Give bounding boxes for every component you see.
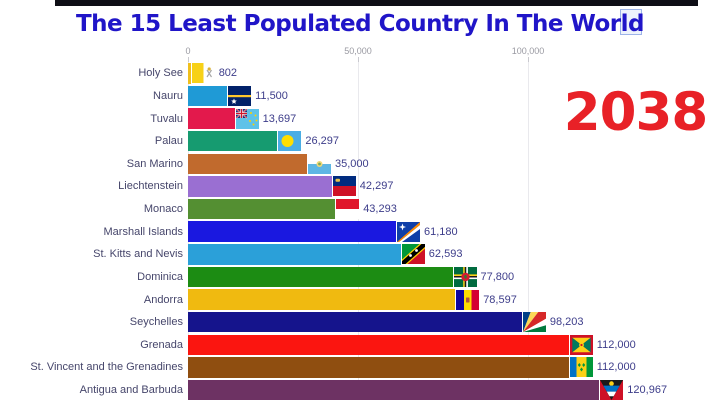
value-label: 98,203 (549, 316, 584, 329)
country-row-liechtenstein: Liechtenstein 42,297 (0, 175, 720, 198)
country-label: Andorra (143, 293, 183, 306)
country-row-marshall-islands: Marshall Islands 61,180 (0, 220, 720, 243)
value-label: 62,593 (428, 248, 463, 261)
bar (188, 130, 278, 152)
bar (188, 334, 569, 355)
value-label: 61,180 (424, 225, 458, 238)
country-label: Nauru (153, 89, 183, 102)
bar (188, 198, 336, 220)
value-label: 13,697 (262, 112, 297, 125)
country-label: Palau (154, 135, 183, 148)
flag-tuvalu-icon (235, 108, 259, 129)
country-label: St. Vincent and the Grenadines (30, 361, 183, 374)
value-label: 43,293 (363, 203, 397, 216)
flag-liechtenstein-icon (332, 176, 356, 197)
bar (188, 108, 235, 129)
bar (188, 289, 456, 310)
x-axis-tick-label-100000: 100,000 (511, 46, 545, 56)
country-row-nauru: Nauru 11,500 (0, 85, 720, 108)
flag-dominica-icon (453, 266, 477, 287)
country-row-palau: Palau 26,297 (0, 130, 720, 153)
x-axis-tick-mark (188, 57, 189, 62)
country-label: Tuvalu (150, 112, 183, 125)
bar (188, 176, 332, 197)
country-row-andorra: Andorra 78,597 (0, 288, 720, 311)
flag-st-vincent-and-the-grenadines-icon (569, 357, 593, 378)
country-row-grenada: Grenada 112,000 (0, 334, 720, 357)
x-axis-tick-mark (358, 57, 359, 62)
country-label: Liechtenstein (118, 180, 183, 193)
page-title: The 15 Least Populated Country In The Wo… (75, 11, 645, 37)
bar (188, 379, 600, 401)
country-label: Marshall Islands (103, 225, 183, 238)
country-row-dominica: Dominica 77,800 (0, 266, 720, 289)
country-row-antigua-and-barbuda: Antigua and Barbuda 120,967 (0, 379, 720, 402)
bar (188, 85, 228, 107)
bar (188, 311, 522, 333)
x-axis-tick-label-50000: 50,000 (344, 46, 372, 56)
country-label: Seychelles (129, 316, 183, 329)
bar-rows: Holy See 802 Nauru 11,500 Tuvalu 13,697 … (0, 62, 720, 401)
bar (188, 63, 191, 84)
flag-antigua-and-barbuda-icon (600, 380, 624, 401)
gridline-100000 (528, 62, 529, 399)
x-axis-tick-mark (528, 57, 529, 62)
country-label: Grenada (140, 338, 183, 351)
flag-seychelles-icon (522, 312, 546, 333)
flag-grenada-icon (569, 334, 593, 355)
flag-holy-see-icon (191, 63, 215, 84)
value-label: 112,000 (596, 338, 636, 351)
top-video-strip (55, 0, 698, 6)
bar (188, 266, 453, 288)
flag-andorra-icon (456, 289, 480, 310)
value-label: 120,967 (627, 384, 668, 397)
country-row-holy-see: Holy See 802 (0, 62, 720, 85)
value-label: 26,297 (305, 135, 340, 148)
country-row-st-kitts-and-nevis: St. Kitts and Nevis 62,593 (0, 243, 720, 266)
country-label: Dominica (137, 270, 183, 283)
country-row-san-marino: San Marino 35,000 (0, 153, 720, 176)
country-label: Monaco (143, 203, 183, 216)
country-label: San Marino (126, 157, 183, 170)
country-row-monaco: Monaco 43,293 (0, 198, 720, 221)
flag-st-kitts-and-nevis-icon (401, 244, 425, 265)
flag-nauru-icon (228, 85, 252, 106)
bar (188, 357, 569, 378)
country-row-seychelles: Seychelles 98,203 (0, 311, 720, 334)
year-label: 2038 (563, 82, 709, 143)
country-label: St. Kitts and Nevis (93, 248, 183, 261)
bar (188, 244, 401, 265)
country-label: Holy See (138, 67, 183, 80)
flag-marshall-islands-icon (397, 221, 420, 242)
value-label: 78,597 (483, 293, 517, 306)
country-label: Antigua and Barbuda (79, 384, 183, 397)
bar (188, 153, 307, 174)
value-label: 11,500 (255, 89, 288, 102)
value-label: 35,000 (335, 157, 369, 170)
flag-san-marino-icon (308, 153, 331, 174)
flag-palau-icon (278, 131, 302, 152)
bar (188, 221, 396, 242)
value-label: 112,000 (596, 361, 636, 374)
value-label: 42,297 (359, 180, 394, 193)
country-row-st-vincent-and-the-grenadines: St. Vincent and the Grenadines 112,000 (0, 356, 720, 379)
overlay-artifact-box (620, 9, 642, 35)
x-axis-tick-label-0: 0 (185, 46, 191, 56)
value-label: 77,800 (480, 270, 515, 283)
flag-monaco-icon (336, 199, 360, 220)
value-label: 802 (218, 67, 238, 80)
country-row-tuvalu: Tuvalu 13,697 (0, 107, 720, 130)
